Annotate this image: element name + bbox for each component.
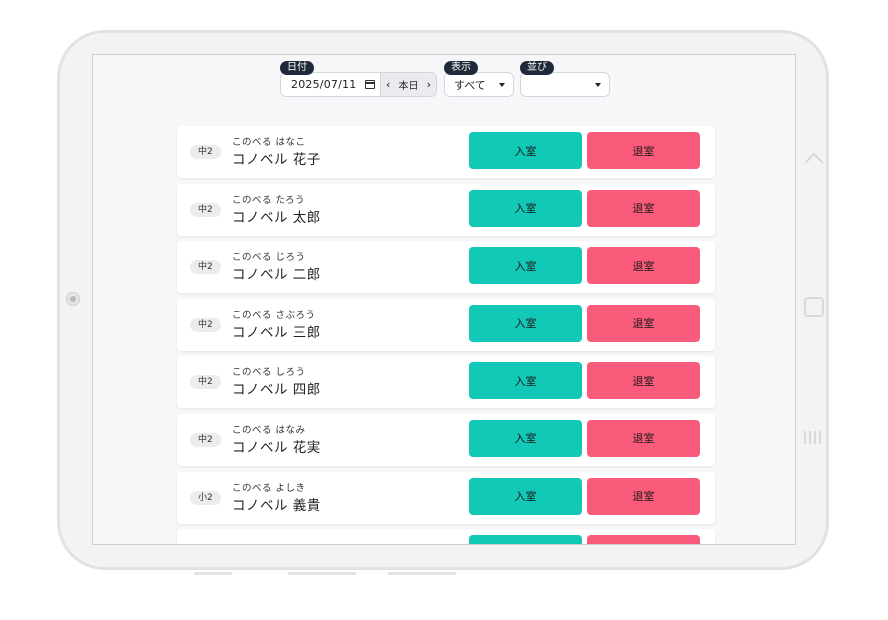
student-row: 中2 このべる たろう コノベル 太郎 入室 退室 (177, 183, 715, 236)
today-button[interactable]: 本日 (398, 81, 419, 92)
grade-badge: 中2 (190, 375, 221, 390)
student-kana: このべる よしき (232, 482, 306, 494)
calendar-icon[interactable] (365, 80, 375, 89)
student-kana: このべる じろう (232, 252, 306, 264)
camera-icon (66, 292, 80, 306)
sort-filter-label: 並び (520, 61, 554, 75)
grade-badge: 小2 (190, 490, 221, 505)
grade-badge: 中2 (190, 202, 221, 217)
hardware-button (388, 572, 456, 575)
student-name: コノベル 花子 (232, 152, 321, 168)
student-kana: このべる さぶろう (232, 309, 316, 321)
display-filter: 表示 すべて (444, 61, 516, 101)
checkin-button[interactable]: 入室 (469, 362, 582, 400)
student-name: コノベル 太郎 (232, 209, 321, 226)
date-navigation: ‹ 本日 › (380, 73, 436, 96)
app-screen: 日付 2025/07/11 ‹ 本日 › 表示 すべて 並び 中2 このべる は (92, 54, 796, 545)
hardware-button (194, 572, 232, 575)
student-kana: このべる はなみ (232, 424, 306, 436)
checkout-button[interactable]: 退室 (587, 419, 700, 457)
student-row-partial (177, 529, 715, 544)
student-row: 中2 このべる しろう コノベル 四郎 入室 退室 (177, 356, 715, 409)
home-button-icon[interactable] (803, 296, 824, 317)
grade-badge: 中2 (190, 432, 221, 447)
checkout-button[interactable]: 退室 (587, 477, 700, 515)
recent-apps-icon[interactable] (803, 428, 823, 448)
student-kana: このべる はなこ (232, 137, 306, 148)
student-kana: このべる しろう (232, 367, 306, 379)
student-name: コノベル 二郎 (232, 267, 321, 284)
student-name: コノベル 花実 (232, 439, 321, 456)
student-row: 小2 このべる よしき コノベル 義貴 入室 退室 (177, 471, 715, 524)
date-input[interactable]: 2025/07/11 ‹ 本日 › (280, 72, 437, 97)
checkout-button[interactable]: 退室 (587, 247, 700, 285)
checkin-button[interactable]: 入室 (469, 189, 582, 227)
checkin-button[interactable]: 入室 (469, 132, 582, 169)
checkin-button[interactable]: 入室 (469, 419, 582, 457)
chevron-left-icon[interactable]: ‹ (386, 78, 391, 91)
checkout-button[interactable] (587, 535, 700, 544)
display-filter-label: 表示 (444, 61, 478, 75)
display-select-value: すべて (454, 78, 486, 92)
student-row: 中2 このべる さぶろう コノベル 三郎 入室 退室 (177, 298, 715, 351)
display-select[interactable]: すべて (444, 72, 514, 97)
caret-down-icon (499, 82, 505, 87)
grade-badge: 中2 (190, 317, 221, 332)
chevron-right-icon[interactable]: › (426, 78, 431, 91)
student-row: 中2 このべる じろう コノベル 二郎 入室 退室 (177, 241, 715, 294)
student-name: コノベル 義貴 (232, 497, 321, 514)
grade-badge: 中2 (190, 260, 221, 275)
checkin-button[interactable]: 入室 (469, 304, 582, 342)
checkout-button[interactable]: 退室 (587, 132, 700, 169)
checkin-button[interactable]: 入室 (469, 247, 582, 285)
checkout-button[interactable]: 退室 (587, 189, 700, 227)
student-list: 中2 このべる はなこ コノベル 花子 入室 退室 中2 このべる たろう コノ… (177, 126, 715, 544)
checkin-button[interactable] (469, 535, 582, 544)
student-row: 中2 このべる はなみ コノベル 花実 入室 退室 (177, 413, 715, 466)
date-value: 2025/07/11 (291, 78, 357, 91)
checkout-button[interactable]: 退室 (587, 362, 700, 400)
sort-select[interactable] (520, 72, 610, 97)
grade-badge: 中2 (190, 145, 221, 159)
caret-down-icon (595, 82, 601, 87)
sort-filter: 並び (520, 61, 612, 101)
checkout-button[interactable]: 退室 (587, 304, 700, 342)
student-kana: このべる たろう (232, 194, 305, 206)
date-filter: 日付 2025/07/11 ‹ 本日 › (280, 61, 440, 101)
checkin-button[interactable]: 入室 (469, 477, 582, 515)
student-row: 中2 このべる はなこ コノベル 花子 入室 退室 (177, 126, 715, 178)
chevron-up-icon[interactable] (803, 150, 824, 170)
date-filter-label: 日付 (280, 61, 314, 75)
student-name: コノベル 三郎 (232, 324, 321, 341)
hardware-button (288, 572, 356, 575)
student-name: コノベル 四郎 (232, 382, 321, 399)
